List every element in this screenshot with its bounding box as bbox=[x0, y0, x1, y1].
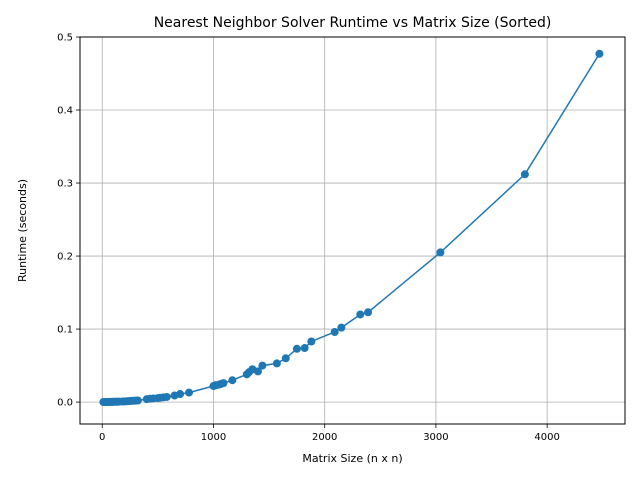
data-point bbox=[356, 310, 365, 319]
x-tick-label: 4000 bbox=[534, 432, 559, 443]
y-tick-label: 0.5 bbox=[57, 33, 73, 44]
y-tick-label: 0.3 bbox=[57, 179, 73, 190]
data-point bbox=[228, 376, 237, 385]
data-point bbox=[292, 344, 301, 353]
data-point bbox=[520, 170, 529, 179]
y-tick-label: 0.4 bbox=[57, 106, 73, 117]
data-point bbox=[337, 323, 346, 332]
grid bbox=[80, 36, 625, 424]
y-tick-label: 0.1 bbox=[57, 325, 73, 336]
data-point bbox=[258, 361, 267, 370]
data-point bbox=[219, 379, 228, 388]
data-point bbox=[307, 337, 316, 346]
chart-title: Nearest Neighbor Solver Runtime vs Matri… bbox=[154, 15, 552, 31]
data-point bbox=[185, 388, 193, 397]
data-point bbox=[162, 392, 171, 401]
x-tick-label: 0 bbox=[99, 432, 105, 443]
x-axis-label: Matrix Size (n x n) bbox=[302, 452, 402, 465]
data-point bbox=[364, 308, 373, 317]
data-point bbox=[330, 327, 339, 336]
data-point bbox=[300, 344, 309, 353]
y-tick-label: 0.2 bbox=[57, 252, 73, 263]
data-point bbox=[436, 248, 445, 257]
x-tick-label: 3000 bbox=[423, 432, 448, 443]
data-point bbox=[176, 390, 185, 399]
data-point bbox=[253, 367, 262, 376]
plot-area bbox=[99, 49, 604, 407]
x-tick-label: 1000 bbox=[201, 432, 226, 443]
data-point bbox=[272, 359, 281, 368]
y-axis-label: Runtime (seconds) bbox=[16, 179, 29, 282]
data-point bbox=[595, 49, 604, 58]
series-line bbox=[103, 53, 601, 403]
axes-frame bbox=[79, 36, 626, 425]
ticks: 0 1000 2000 3000 4000 0.0 0.1 0.2 0.3 0.4 0.5 bbox=[57, 33, 560, 444]
x-tick-label: 2000 bbox=[312, 432, 337, 443]
data-point bbox=[281, 354, 290, 363]
y-tick-label: 0.0 bbox=[57, 398, 73, 409]
data-point bbox=[133, 396, 142, 405]
